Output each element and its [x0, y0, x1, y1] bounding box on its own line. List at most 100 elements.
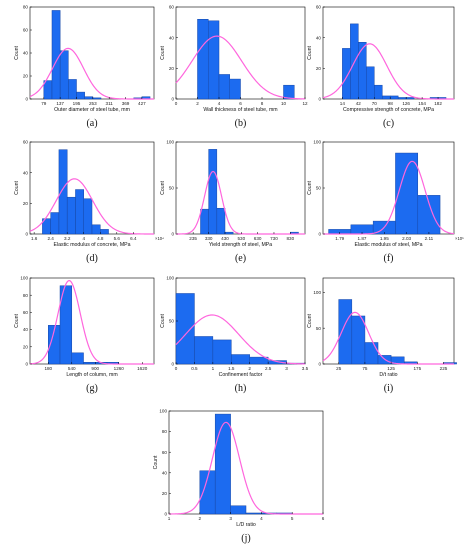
- x-tick-label: 4: [260, 516, 263, 521]
- y-tick-label: 50: [316, 326, 322, 331]
- panel-caption: (c): [383, 118, 394, 129]
- histogram-bar: [59, 50, 69, 100]
- x-tick-label: 8: [261, 101, 264, 106]
- x-tick-label: 0: [175, 101, 178, 106]
- panel-caption: (j): [241, 533, 250, 544]
- x-axis-label: Confinement factor: [219, 372, 263, 378]
- histogram-bar: [374, 84, 383, 100]
- x-tick-label: 630: [254, 236, 262, 241]
- y-tick-label: 40: [23, 51, 29, 56]
- y-axis-label: Count: [14, 181, 20, 195]
- x-tick-label: 900: [91, 366, 99, 371]
- normal-fit-curve: [322, 43, 454, 100]
- histogram-bar: [358, 42, 367, 100]
- y-tick-label: 0: [318, 232, 321, 237]
- chart-panel-h: 0 0.5 1 1.5 2 2.5 3 3.5 0 50 100 Confinement factor…: [160, 276, 309, 394]
- y-tick-label: 50: [169, 186, 175, 191]
- chart-panel-g: 180 540 900 1260 1620 0 20 40 60 80 100 Length of c…: [14, 276, 155, 394]
- y-tick-label: 0: [171, 362, 174, 367]
- x-tick-label: 430: [221, 236, 229, 241]
- x-tick-label: 2.03: [402, 236, 411, 241]
- x-tick-label: 2: [199, 516, 202, 521]
- y-tick-label: 40: [316, 35, 322, 40]
- x-tick-label: 98: [388, 101, 394, 106]
- y-tick-label: 20: [23, 201, 29, 206]
- y-axis-label: Count: [307, 181, 313, 195]
- y-tick-label: 80: [162, 429, 168, 434]
- histogram-bar: [51, 10, 61, 100]
- chart-panel-d: 1.6 2.4 3.2 4 4.8 5.6 6.4 0 20 40 60 Elastic modulu…: [14, 140, 164, 264]
- normal-fit-curve: [175, 170, 305, 235]
- x-tick-label: 0: [175, 366, 178, 371]
- histogram-bar: [212, 339, 232, 365]
- chart-panel-a: 79 137 195 253 311 369 427 0 20 40 60 80 Outer diame…: [14, 5, 155, 129]
- histogram-bar: [216, 207, 226, 235]
- y-axis-label: Count: [14, 314, 20, 328]
- y-tick-label: 100: [313, 140, 321, 145]
- chart-panel-f: 1.79 1.87 1.95 2.03 2.11 0 50 100 Elastic modulu…: [307, 140, 464, 264]
- histogram-bar: [59, 285, 73, 365]
- y-axis-label: Count: [14, 46, 20, 60]
- x-axis-label: Compressive strength of concrete, MPa: [343, 107, 434, 113]
- x-tick-label: 25: [336, 366, 342, 371]
- x-tick-label: 154: [418, 101, 426, 106]
- y-tick-label: 60: [162, 450, 168, 455]
- panel-caption: (i): [384, 383, 393, 394]
- y-tick-label: 0: [25, 232, 28, 237]
- x-tick-label: 2.5: [265, 366, 272, 371]
- panel-caption: (h): [235, 383, 247, 394]
- normal-fit-curve: [29, 47, 154, 100]
- panel-caption: (f): [384, 253, 394, 264]
- y-tick-label: 40: [162, 470, 168, 475]
- x-tick-label: 311: [106, 101, 114, 106]
- y-tick-label: 0: [171, 232, 174, 237]
- histogram-bar: [92, 97, 102, 100]
- x-axis-label: L/D ratio: [236, 522, 256, 528]
- normal-fit-curve: [168, 421, 323, 515]
- x-tick-label: 3.2: [64, 236, 71, 241]
- y-tick-label: 60: [23, 310, 29, 315]
- chart-panel-b: 0 2 4 6 8 10 12 0 20 40 60 Wall thickness of steel …: [160, 5, 308, 129]
- x-tick-label: 235: [189, 236, 197, 241]
- x-axis-label: D/t ratio: [379, 372, 397, 378]
- histogram-bar: [200, 208, 209, 235]
- x-tick-label: 1.95: [380, 236, 389, 241]
- normal-fit-curve: [322, 311, 454, 365]
- x-axis-multiplier: ×10⁴: [155, 236, 164, 241]
- y-axis-label: Count: [160, 46, 166, 60]
- x-tick-label: 5: [291, 516, 294, 521]
- x-tick-label: 2: [248, 366, 251, 371]
- panel-caption: (d): [86, 253, 98, 264]
- normal-fit-curve: [175, 314, 306, 365]
- y-axis-label: Count: [307, 314, 313, 328]
- chart-panel-e: 235 330 430 530 630 730 830 0 50 100 Yield strengt…: [160, 140, 306, 264]
- histogram-bar: [83, 362, 96, 365]
- x-axis-label: Outer diameter of steel tube, mm: [54, 107, 130, 113]
- x-tick-label: 195: [73, 101, 81, 106]
- panel-caption: (a): [86, 118, 97, 129]
- histogram-bar: [218, 74, 230, 100]
- histogram-bar: [75, 189, 84, 235]
- y-tick-label: 100: [20, 276, 28, 281]
- x-tick-label: 1.5: [228, 366, 235, 371]
- x-axis-label: Yield strength of steel, MPa: [209, 242, 272, 248]
- y-tick-label: 100: [159, 409, 167, 414]
- x-tick-label: 10: [281, 101, 287, 106]
- x-tick-label: 1: [212, 366, 215, 371]
- histogram-bar: [342, 48, 351, 100]
- histogram-bar: [283, 84, 295, 100]
- chart-panel-i: 25 75 125 175 225 0 50 100 D/t ratio Count (i): [307, 277, 457, 394]
- x-tick-label: 6.4: [130, 236, 137, 241]
- x-tick-label: 126: [402, 101, 410, 106]
- x-tick-label: 1.87: [358, 236, 367, 241]
- histogram-bar: [50, 212, 60, 235]
- x-tick-label: 12: [302, 101, 308, 106]
- x-tick-label: 1260: [114, 366, 125, 371]
- histogram-bar: [84, 96, 94, 100]
- histogram-bar: [381, 95, 391, 100]
- x-tick-label: 42: [356, 101, 362, 106]
- x-tick-label: 2.11: [425, 236, 434, 241]
- x-tick-label: 427: [138, 101, 146, 106]
- histogram-bar: [43, 80, 53, 100]
